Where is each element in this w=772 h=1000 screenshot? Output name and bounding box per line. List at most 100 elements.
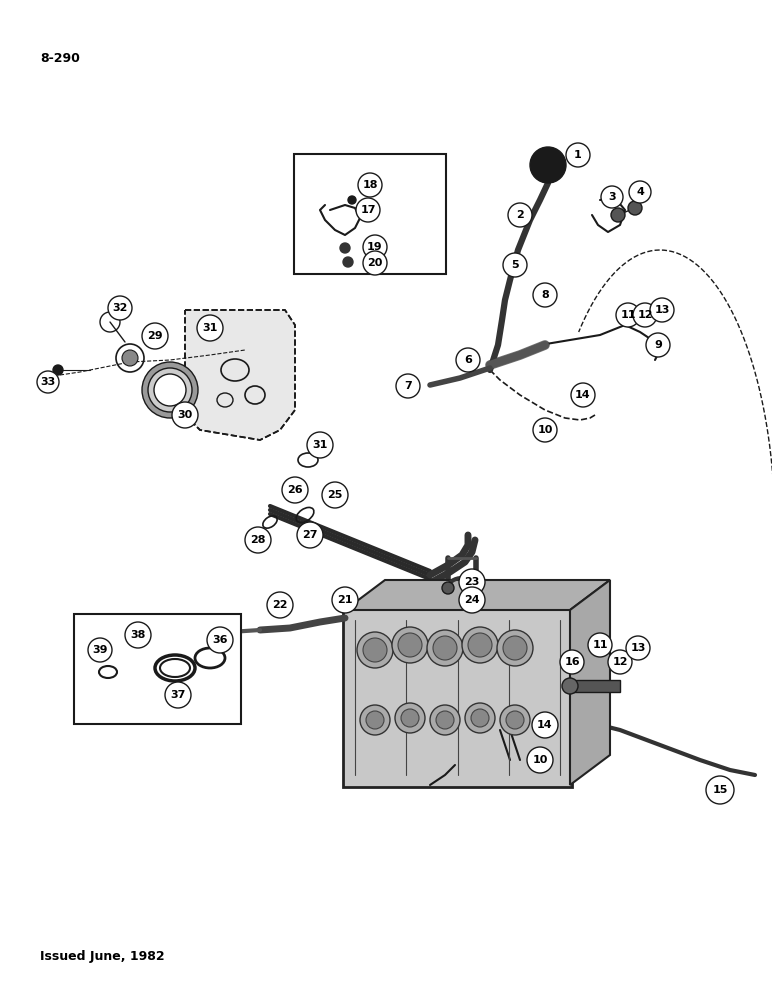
Text: 16: 16 — [564, 657, 580, 667]
Text: 14: 14 — [537, 720, 553, 730]
Polygon shape — [345, 580, 610, 610]
Text: 27: 27 — [303, 530, 318, 540]
Text: 6: 6 — [464, 355, 472, 365]
Text: 17: 17 — [361, 205, 376, 215]
Text: 11: 11 — [620, 310, 636, 320]
Text: 14: 14 — [575, 390, 591, 400]
Text: 33: 33 — [40, 377, 56, 387]
Circle shape — [533, 418, 557, 442]
Circle shape — [611, 208, 625, 222]
Text: 5: 5 — [511, 260, 519, 270]
Circle shape — [562, 678, 578, 694]
Text: 13: 13 — [630, 643, 645, 653]
Text: 10: 10 — [537, 425, 553, 435]
Circle shape — [340, 243, 350, 253]
Text: 1: 1 — [574, 150, 582, 160]
Text: 9: 9 — [654, 340, 662, 350]
Circle shape — [497, 630, 533, 666]
Circle shape — [108, 296, 132, 320]
Circle shape — [395, 703, 425, 733]
Circle shape — [462, 627, 498, 663]
Text: 11: 11 — [592, 640, 608, 650]
Text: 10: 10 — [533, 755, 547, 765]
Circle shape — [53, 365, 63, 375]
Text: 12: 12 — [612, 657, 628, 667]
Circle shape — [626, 636, 650, 660]
Circle shape — [616, 303, 640, 327]
Circle shape — [506, 711, 524, 729]
Circle shape — [530, 147, 566, 183]
Text: 8: 8 — [541, 290, 549, 300]
Text: 29: 29 — [147, 331, 163, 341]
Circle shape — [282, 477, 308, 503]
Circle shape — [197, 315, 223, 341]
Circle shape — [398, 633, 422, 657]
Polygon shape — [570, 580, 610, 785]
Circle shape — [172, 402, 198, 428]
Circle shape — [633, 303, 657, 327]
Circle shape — [629, 181, 651, 203]
Circle shape — [148, 368, 192, 412]
Circle shape — [532, 712, 558, 738]
Circle shape — [430, 705, 460, 735]
Circle shape — [122, 350, 138, 366]
Circle shape — [601, 186, 623, 208]
Text: 30: 30 — [178, 410, 193, 420]
Circle shape — [459, 587, 485, 613]
Text: 22: 22 — [273, 600, 288, 610]
Text: 18: 18 — [362, 180, 378, 190]
Circle shape — [470, 582, 482, 594]
Bar — [570, 680, 620, 692]
Text: 31: 31 — [313, 440, 327, 450]
Polygon shape — [185, 310, 295, 440]
Circle shape — [433, 636, 457, 660]
Circle shape — [165, 682, 191, 708]
Text: 4: 4 — [636, 187, 644, 197]
Circle shape — [566, 143, 590, 167]
Circle shape — [142, 323, 168, 349]
Text: 38: 38 — [130, 630, 146, 640]
Circle shape — [207, 627, 233, 653]
Circle shape — [363, 235, 387, 259]
Text: 39: 39 — [92, 645, 108, 655]
Circle shape — [465, 703, 495, 733]
Circle shape — [442, 582, 454, 594]
Text: 12: 12 — [637, 310, 653, 320]
Text: 15: 15 — [713, 785, 728, 795]
Text: 13: 13 — [655, 305, 669, 315]
Text: 24: 24 — [464, 595, 480, 605]
Circle shape — [427, 630, 463, 666]
Circle shape — [527, 747, 553, 773]
Text: 2: 2 — [516, 210, 524, 220]
Circle shape — [142, 362, 198, 418]
Circle shape — [322, 482, 348, 508]
Circle shape — [456, 348, 480, 372]
Text: 3: 3 — [608, 192, 616, 202]
Text: 25: 25 — [327, 490, 343, 500]
Text: 36: 36 — [212, 635, 228, 645]
Circle shape — [560, 650, 584, 674]
Circle shape — [396, 374, 420, 398]
Circle shape — [332, 587, 358, 613]
Circle shape — [503, 253, 527, 277]
Circle shape — [706, 776, 734, 804]
Text: 23: 23 — [464, 577, 479, 587]
Circle shape — [646, 333, 670, 357]
Circle shape — [608, 650, 632, 674]
Circle shape — [356, 198, 380, 222]
Text: 32: 32 — [112, 303, 127, 313]
FancyBboxPatch shape — [74, 614, 241, 724]
Circle shape — [360, 705, 390, 735]
Circle shape — [245, 527, 271, 553]
Circle shape — [307, 432, 333, 458]
Circle shape — [436, 711, 454, 729]
Circle shape — [357, 632, 393, 668]
Circle shape — [628, 201, 642, 215]
Circle shape — [154, 374, 186, 406]
Text: 21: 21 — [337, 595, 353, 605]
Circle shape — [588, 633, 612, 657]
Circle shape — [348, 196, 356, 204]
Circle shape — [471, 709, 489, 727]
Circle shape — [459, 569, 485, 595]
Text: Issued June, 1982: Issued June, 1982 — [40, 950, 164, 963]
